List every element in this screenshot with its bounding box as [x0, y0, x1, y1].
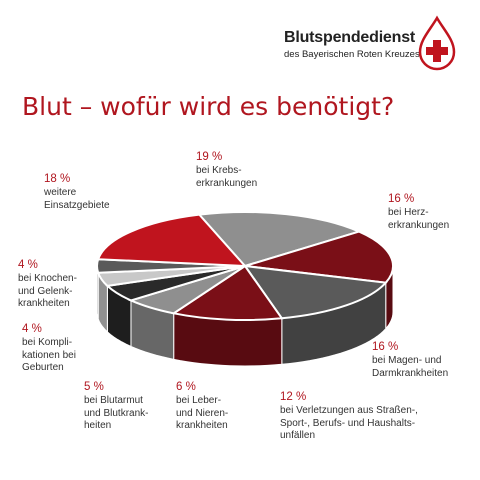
label-bones: 4 % bei Knochen- und Gelenk- krankheiten [18, 258, 77, 311]
label-other: 18 % weitere Einsatzgebiete [44, 172, 110, 212]
text-injuries: bei Verletzungen aus Straßen-, Sport-, B… [280, 405, 418, 441]
org-name: Blutspendedienst [284, 29, 416, 46]
pct-injuries: 12 % [280, 391, 307, 403]
pie-slice-2 [242, 264, 388, 320]
pct-bones: 4 % [18, 259, 38, 271]
text-heart: bei Herz- erkrankungen [388, 207, 450, 231]
label-heart: 16 % bei Herz- erkrankungen [388, 192, 449, 232]
text-liver: bei Leber- und Nieren- krankheiten [176, 395, 229, 431]
pct-heart: 16 % [388, 193, 415, 205]
text-stomach: bei Magen- und Darmkrankheiten [372, 355, 449, 379]
label-cancer: 19 % bei Krebs- erkrankungen [196, 150, 257, 190]
blood-drop-cross-icon [418, 15, 456, 71]
pie-side-3 [173, 312, 283, 367]
text-birth: bei Kompli- kationen bei Geburten [22, 337, 76, 373]
label-anemia: 5 % bei Blutarmut und Blutkrank- heiten [84, 380, 148, 433]
pct-other: 18 % [44, 173, 71, 185]
label-injuries: 12 % bei Verletzungen aus Straßen-, Spor… [280, 390, 418, 443]
pct-stomach: 16 % [372, 341, 399, 353]
text-bones: bei Knochen- und Gelenk- krankheiten [18, 273, 77, 309]
header: Blutspendedienst des Bayerischen Roten K… [0, 0, 480, 80]
label-liver: 6 % bei Leber- und Nieren- krankheiten [176, 380, 228, 433]
text-anemia: bei Blutarmut und Blutkrank- heiten [84, 395, 149, 431]
pie-slice-8 [96, 213, 248, 268]
org-subtitle: des Bayerischen Roten Kreuzes [284, 49, 420, 60]
pct-anemia: 5 % [84, 381, 104, 393]
pie-slice-0 [197, 211, 362, 268]
pct-cancer: 19 % [196, 151, 223, 163]
label-stomach: 16 % bei Magen- und Darmkrankheiten [372, 340, 448, 380]
pie-sides [96, 265, 394, 367]
text-other: weitere Einsatzgebiete [44, 187, 110, 211]
pct-birth: 4 % [22, 323, 42, 335]
text-cancer: bei Krebs- erkrankungen [196, 165, 258, 189]
pct-liver: 6 % [176, 381, 196, 393]
label-birth: 4 % bei Kompli- kationen bei Geburten [22, 322, 76, 375]
pie-top [96, 211, 394, 321]
page-title: Blut – wofür wird es benötigt? [22, 92, 395, 121]
pie-slice-3 [171, 264, 284, 321]
